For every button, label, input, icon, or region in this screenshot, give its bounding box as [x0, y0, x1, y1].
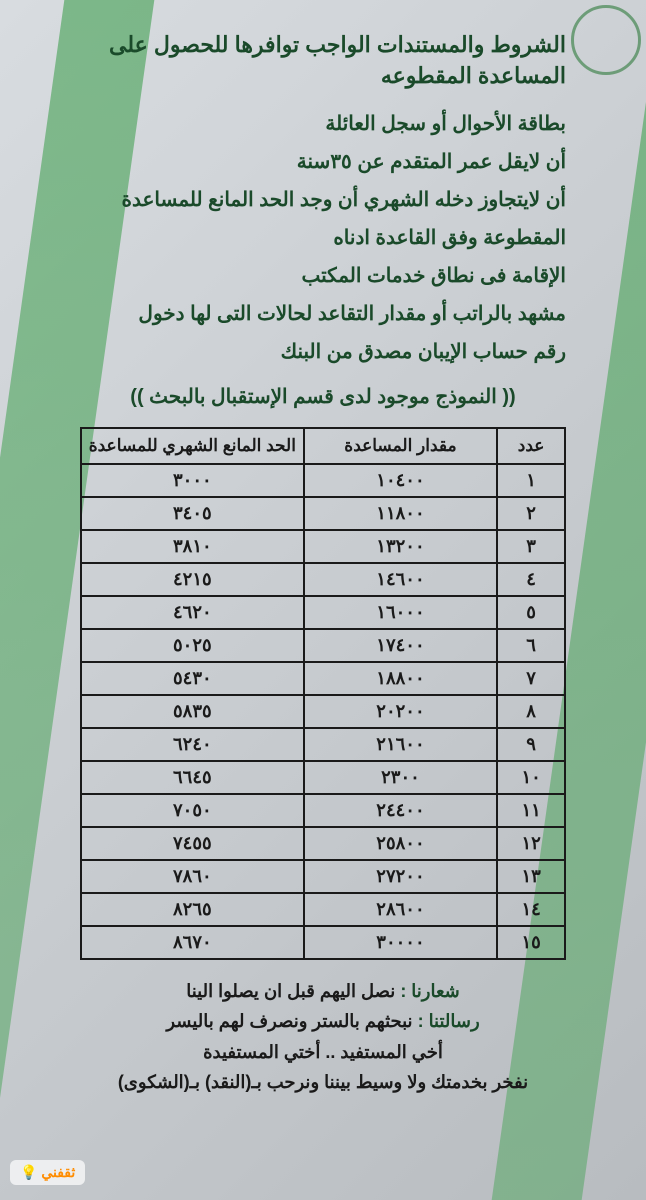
watermark-badge: ثقفني 💡 [10, 1160, 85, 1185]
header-limit: الحد المانع الشهري للمساعدة [81, 428, 304, 464]
cell-limit: ٣٠٠٠ [81, 464, 304, 497]
cell-limit: ٣٤٠٥ [81, 497, 304, 530]
cell-limit: ٨٦٧٠ [81, 926, 304, 959]
cell-limit: ٧٠٥٠ [81, 794, 304, 827]
cell-amount: ١٣٢٠٠ [304, 530, 498, 563]
cell-amount: ١٤٦٠٠ [304, 563, 498, 596]
slogan-label: شعارنا : [400, 981, 459, 1001]
cell-limit: ٥٤٣٠ [81, 662, 304, 695]
slogan-line: شعارنا : نصل اليهم قبل ان يصلوا الينا [80, 976, 566, 1007]
cell-amount: ٢٨٦٠٠ [304, 893, 498, 926]
cell-num: ١٥ [497, 926, 565, 959]
cell-num: ١٢ [497, 827, 565, 860]
table-row: ٦١٧٤٠٠٥٠٢٥ [81, 629, 565, 662]
cell-num: ٥ [497, 596, 565, 629]
cell-limit: ٧٤٥٥ [81, 827, 304, 860]
table-row: ١٣٢٧٢٠٠٧٨٦٠ [81, 860, 565, 893]
cell-limit: ٤٢١٥ [81, 563, 304, 596]
lightbulb-icon: 💡 [20, 1164, 37, 1180]
table-row: ٢١١٨٠٠٣٤٠٥ [81, 497, 565, 530]
table-row: ٨٢٠٢٠٠٥٨٣٥ [81, 695, 565, 728]
cell-amount: ٢٤٤٠٠ [304, 794, 498, 827]
slogan-text: نصل اليهم قبل ان يصلوا الينا [186, 981, 395, 1001]
table-row: ١٢٢٥٨٠٠٧٤٥٥ [81, 827, 565, 860]
table-header-row: عدد مقدار المساعدة الحد المانع الشهري لل… [81, 428, 565, 464]
cell-num: ١٣ [497, 860, 565, 893]
requirements-list: بطاقة الأحوال أو سجل العائلة أن لايقل عم… [80, 106, 566, 370]
cell-num: ٨ [497, 695, 565, 728]
document-content: الشروط والمستندات الواجب توافرها للحصول … [0, 0, 646, 1118]
cell-limit: ٥٠٢٥ [81, 629, 304, 662]
cell-amount: ١٦٠٠٠ [304, 596, 498, 629]
table-row: ٥١٦٠٠٠٤٦٢٠ [81, 596, 565, 629]
mission-text: نبحثهم بالستر ونصرف لهم باليسر [166, 1011, 412, 1031]
cell-num: ٤ [497, 563, 565, 596]
requirement-item: مشهد بالراتب أو مقدار التقاعد لحالات الت… [80, 296, 566, 332]
requirement-item: رقم حساب الإيبان مصدق من البنك [80, 334, 566, 370]
cell-limit: ٣٨١٠ [81, 530, 304, 563]
cell-num: ٩ [497, 728, 565, 761]
requirement-item: بطاقة الأحوال أو سجل العائلة [80, 106, 566, 142]
table-row: ١٤٢٨٦٠٠٨٢٦٥ [81, 893, 565, 926]
mission-line: رسالتنا : نبحثهم بالستر ونصرف لهم باليسر [80, 1006, 566, 1037]
cell-amount: ٢٧٢٠٠ [304, 860, 498, 893]
table-row: ١١٠٤٠٠٣٠٠٠ [81, 464, 565, 497]
cell-num: ١٠ [497, 761, 565, 794]
cell-amount: ٢٣٠٠ [304, 761, 498, 794]
requirement-item: المقطوعة وفق القاعدة ادناه [80, 220, 566, 256]
cell-amount: ٢٠٢٠٠ [304, 695, 498, 728]
form-note: (( النموذج موجود لدى قسم الإستقبال بالبح… [80, 384, 566, 409]
table-row: ١١٢٤٤٠٠٧٠٥٠ [81, 794, 565, 827]
header-count: عدد [497, 428, 565, 464]
cell-num: ١٤ [497, 893, 565, 926]
cell-amount: ١٠٤٠٠ [304, 464, 498, 497]
cell-limit: ٤٦٢٠ [81, 596, 304, 629]
cell-amount: ٢٥٨٠٠ [304, 827, 498, 860]
table-row: ١٠٢٣٠٠٦٦٤٥ [81, 761, 565, 794]
mission-label: رسالتنا : [418, 1011, 480, 1031]
footer-line: أخي المستفيد .. أختي المستفيدة [80, 1037, 566, 1068]
table-row: ٩٢١٦٠٠٦٢٤٠ [81, 728, 565, 761]
assistance-table: عدد مقدار المساعدة الحد المانع الشهري لل… [80, 427, 566, 960]
cell-limit: ٦٢٤٠ [81, 728, 304, 761]
cell-amount: ١١٨٠٠ [304, 497, 498, 530]
cell-num: ٣ [497, 530, 565, 563]
document-title: الشروط والمستندات الواجب توافرها للحصول … [80, 30, 566, 92]
document-footer: شعارنا : نصل اليهم قبل ان يصلوا الينا رس… [80, 976, 566, 1098]
table-row: ٧١٨٨٠٠٥٤٣٠ [81, 662, 565, 695]
table-row: ١٥٣٠٠٠٠٨٦٧٠ [81, 926, 565, 959]
requirement-item: أن لايتجاوز دخله الشهري أن وجد الحد الما… [80, 182, 566, 218]
cell-num: ١١ [497, 794, 565, 827]
cell-num: ٧ [497, 662, 565, 695]
cell-num: ٦ [497, 629, 565, 662]
cell-amount: ١٨٨٠٠ [304, 662, 498, 695]
cell-limit: ٨٢٦٥ [81, 893, 304, 926]
cell-limit: ٥٨٣٥ [81, 695, 304, 728]
cell-num: ٢ [497, 497, 565, 530]
cell-amount: ٣٠٠٠٠ [304, 926, 498, 959]
cell-amount: ١٧٤٠٠ [304, 629, 498, 662]
cell-amount: ٢١٦٠٠ [304, 728, 498, 761]
footer-line: نفخر بخدمتك ولا وسيط بيننا ونرحب بـ(النق… [80, 1067, 566, 1098]
watermark-text: ثقفني [41, 1164, 75, 1180]
cell-limit: ٦٦٤٥ [81, 761, 304, 794]
cell-num: ١ [497, 464, 565, 497]
table-row: ٤١٤٦٠٠٤٢١٥ [81, 563, 565, 596]
cell-limit: ٧٨٦٠ [81, 860, 304, 893]
requirement-item: أن لايقل عمر المتقدم عن ٣٥سنة [80, 144, 566, 180]
table-row: ٣١٣٢٠٠٣٨١٠ [81, 530, 565, 563]
requirement-item: الإقامة فى نطاق خدمات المكتب [80, 258, 566, 294]
header-amount: مقدار المساعدة [304, 428, 498, 464]
